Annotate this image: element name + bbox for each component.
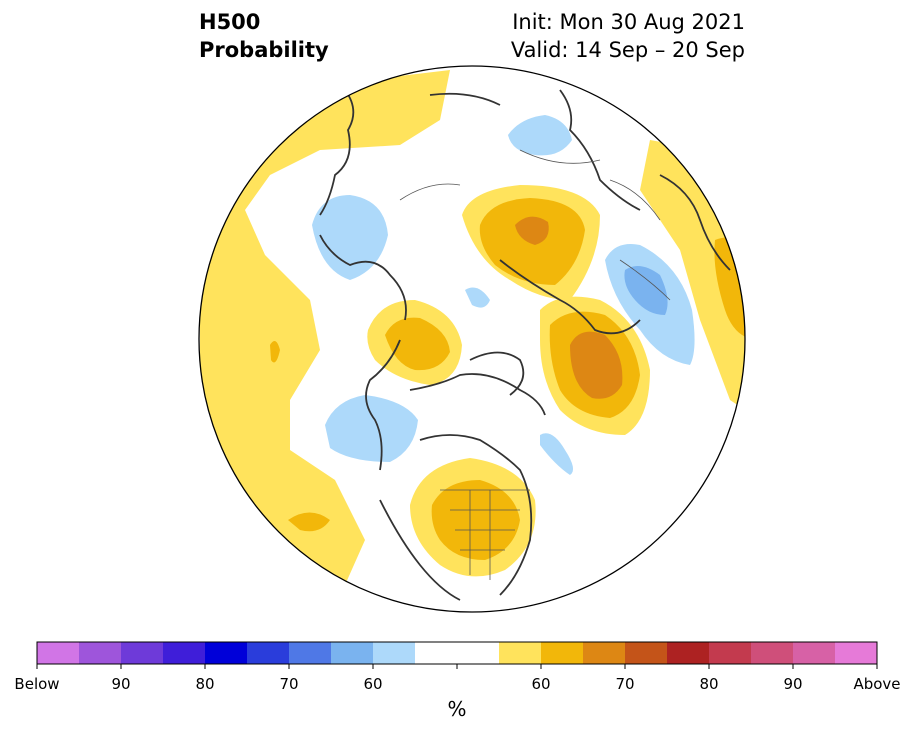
anomaly-area bbox=[515, 216, 549, 245]
anomaly-area bbox=[312, 195, 388, 280]
anomaly-area bbox=[624, 266, 668, 315]
colorbar-cell bbox=[163, 642, 206, 664]
colorbar-cell bbox=[37, 642, 80, 664]
coastlines bbox=[319, 89, 731, 601]
colorbar-tick-label: 90 bbox=[783, 675, 802, 693]
colorbar: Below 90 80 70 60 60 70 80 90 Above % bbox=[14, 641, 901, 721]
colorbar-ticks: Below 90 80 70 60 60 70 80 90 Above bbox=[14, 664, 901, 693]
colorbar-cells bbox=[37, 642, 878, 664]
colorbar-cell bbox=[625, 642, 668, 664]
colorbar-unit: % bbox=[447, 697, 466, 721]
colorbar-cell bbox=[667, 642, 710, 664]
colorbar-cell bbox=[79, 642, 122, 664]
colorbar-cell bbox=[751, 642, 794, 664]
colorbar-tick-label: 70 bbox=[615, 675, 634, 693]
colorbar-cell bbox=[457, 642, 500, 664]
colorbar-tick-label: Below bbox=[14, 675, 59, 693]
init-date: Init: Mon 30 Aug 2021 bbox=[512, 10, 745, 34]
colorbar-cell bbox=[835, 642, 878, 664]
anomaly-area bbox=[270, 341, 280, 363]
anomaly-area bbox=[714, 237, 745, 340]
anomaly-area bbox=[325, 395, 418, 462]
anomaly-area bbox=[508, 115, 572, 156]
date-info: Init: Mon 30 Aug 2021 Valid: 14 Sep – 20… bbox=[511, 8, 745, 64]
colorbar-cell bbox=[793, 642, 836, 664]
colorbar-cell bbox=[709, 642, 752, 664]
colorbar-cell bbox=[373, 642, 416, 664]
valid-period: Valid: 14 Sep – 20 Sep bbox=[510, 38, 745, 62]
title-probability: Probability bbox=[199, 38, 329, 62]
colorbar-tick-label: 90 bbox=[111, 675, 130, 693]
anomaly-area bbox=[570, 331, 623, 399]
anomaly-area bbox=[200, 70, 450, 600]
colorbar-cell bbox=[247, 642, 290, 664]
colorbar-tick-label: Above bbox=[853, 675, 900, 693]
polar-map bbox=[198, 65, 746, 613]
colorbar-tick-label: 60 bbox=[531, 675, 550, 693]
colorbar-tick-label: 60 bbox=[363, 675, 382, 693]
colorbar-cell bbox=[541, 642, 584, 664]
map-content bbox=[199, 66, 745, 612]
colorbar-tick-label: 80 bbox=[699, 675, 718, 693]
anomaly-area bbox=[465, 287, 490, 308]
colorbar-tick-label: 70 bbox=[279, 675, 298, 693]
colorbar-cell bbox=[205, 642, 248, 664]
colorbar-cell bbox=[331, 642, 374, 664]
map-title: H500 Probability bbox=[199, 8, 329, 64]
anomaly-area bbox=[431, 480, 520, 560]
title-variable: H500 bbox=[199, 10, 261, 34]
country-borders bbox=[399, 149, 671, 580]
map-boundary bbox=[198, 65, 746, 613]
colorbar-cell bbox=[583, 642, 626, 664]
colorbar-cell bbox=[415, 642, 458, 664]
colorbar-cell bbox=[499, 642, 542, 664]
anomaly-area bbox=[288, 512, 330, 532]
colorbar-cell bbox=[289, 642, 332, 664]
colorbar-cell bbox=[121, 642, 164, 664]
anomaly-area bbox=[540, 433, 574, 475]
anomaly-area bbox=[385, 317, 450, 371]
colorbar-tick-label: 80 bbox=[195, 675, 214, 693]
